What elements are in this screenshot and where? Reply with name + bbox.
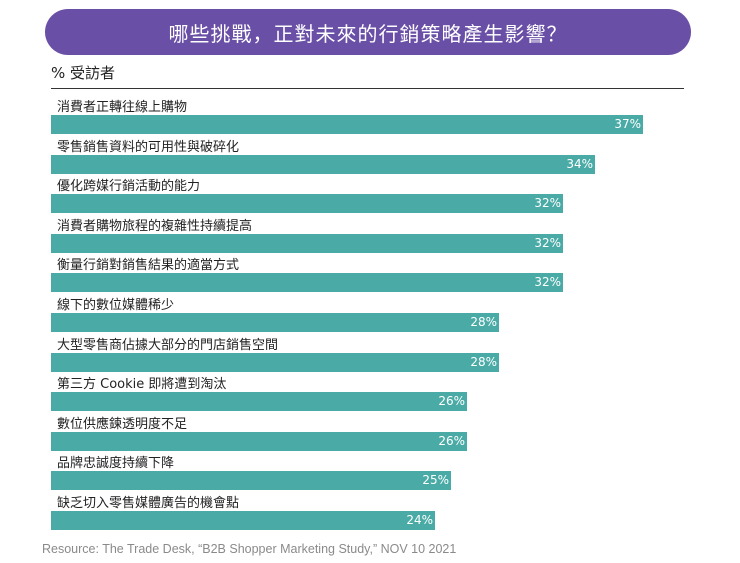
value-label: 24% — [406, 513, 433, 527]
bar — [51, 194, 563, 214]
bar — [51, 313, 499, 332]
category-label: 零售銷售資料的可用性與破碎化 — [57, 139, 240, 155]
category-label: 大型零售商佔據大部分的門店銷售空間 — [57, 337, 279, 353]
unit-label: % 受訪者 — [51, 64, 116, 82]
category-label: 第三方 Cookie 即將遭到淘汰 — [57, 377, 227, 393]
category-label: 線下的數位媒體稀少 — [57, 298, 175, 313]
value-label: 28% — [470, 315, 497, 329]
category-label: 優化跨媒行銷活動的能力 — [57, 179, 201, 195]
header-rule — [51, 88, 684, 89]
value-label: 32% — [534, 275, 561, 290]
bar — [51, 273, 563, 293]
category-label: 消費者購物旅程的複雜性持續提高 — [57, 218, 253, 234]
value-label: 28% — [470, 354, 497, 369]
value-label: 32% — [534, 235, 561, 250]
category-label: 衡量行銷對銷售結果的適當方式 — [57, 258, 240, 274]
bar — [51, 352, 499, 372]
bar — [51, 471, 451, 491]
bar — [51, 392, 467, 412]
value-label: 32% — [534, 196, 561, 211]
bar — [51, 115, 643, 134]
chart-title: 哪些挑戰，正對未來的行銷策略產生影響？ — [45, 9, 691, 55]
category-label: 數位供應鍊透明度不足 — [57, 416, 188, 432]
bar — [51, 511, 435, 530]
category-label: 品牌忠誠度持續下降 — [57, 456, 175, 472]
bar — [51, 431, 467, 451]
value-label: 26% — [438, 394, 465, 409]
source-note: Resource: The Trade Desk, “B2B Shopper M… — [42, 542, 457, 556]
category-label: 缺乏切入零售媒體廣告的機會點 — [57, 496, 240, 511]
category-label: 消費者正轉往線上購物 — [57, 100, 188, 115]
value-label: 37% — [614, 117, 641, 131]
bar — [51, 233, 563, 253]
value-label: 34% — [566, 156, 593, 171]
value-label: 25% — [422, 473, 449, 488]
bar — [51, 154, 595, 174]
value-label: 26% — [438, 433, 465, 448]
